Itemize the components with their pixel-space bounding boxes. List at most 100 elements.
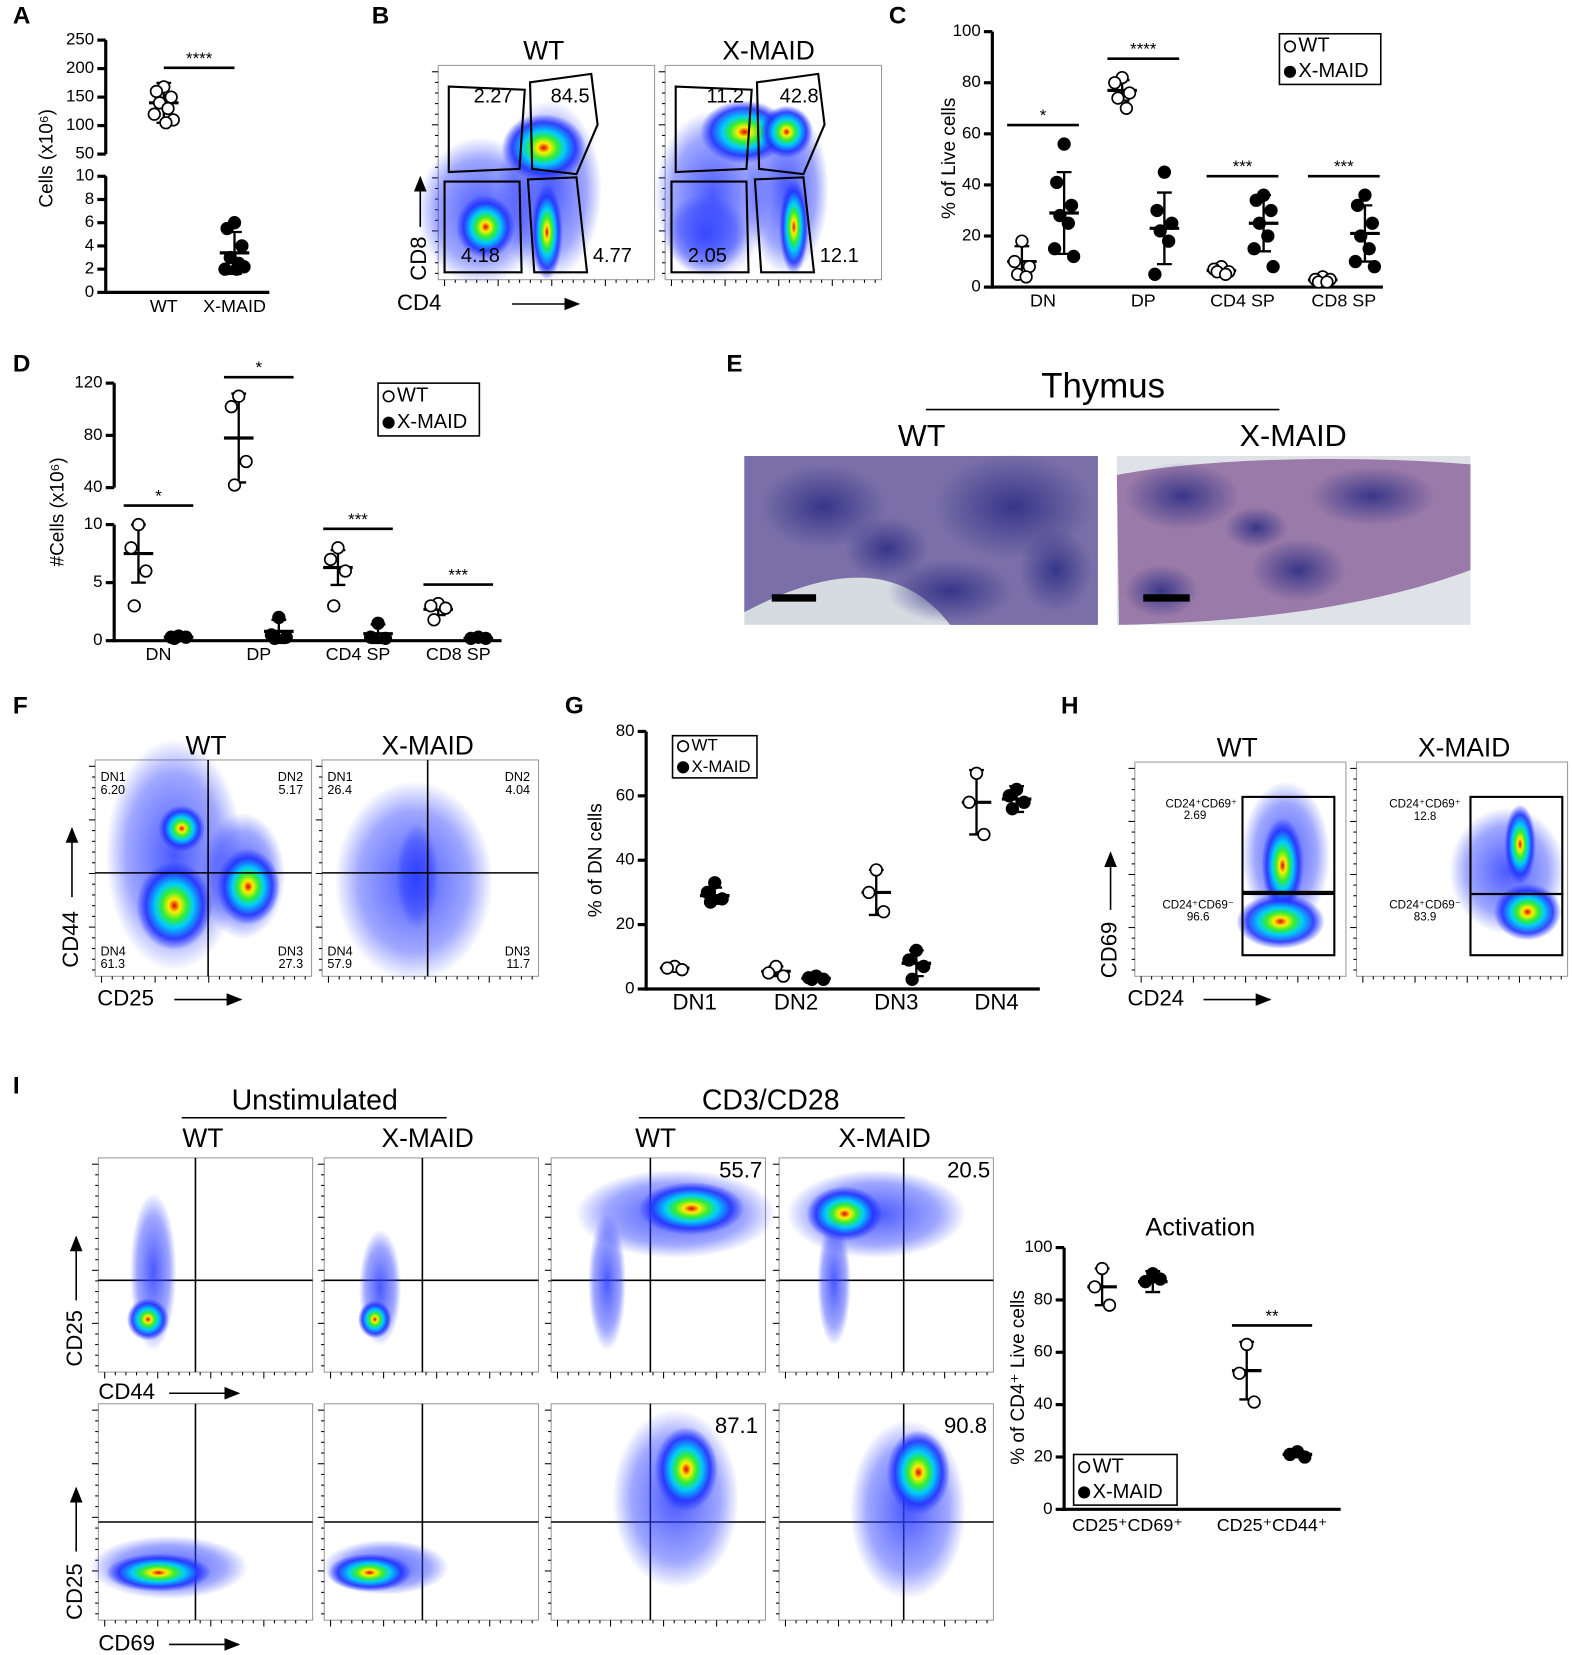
histology-title: Thymus bbox=[1041, 367, 1165, 406]
y-tick-label: 10 bbox=[75, 166, 94, 185]
y-tick-label: 100 bbox=[953, 21, 981, 40]
legend-marker bbox=[1283, 65, 1297, 78]
data-point bbox=[378, 631, 393, 646]
quadrant-value: 57.9 bbox=[327, 957, 352, 971]
scale-bar bbox=[771, 594, 817, 602]
data-point bbox=[1247, 242, 1261, 256]
gate-value: 12.8 bbox=[1414, 810, 1437, 823]
tissue-region bbox=[886, 559, 1014, 623]
quadrant-name: DN3 bbox=[278, 944, 303, 958]
data-point bbox=[1161, 234, 1176, 248]
y-tick-label: 4 bbox=[85, 235, 94, 254]
legend-box bbox=[1278, 32, 1382, 86]
y-axis-label: % of CD4⁺ Live cells bbox=[1008, 1290, 1029, 1465]
legend-label: X-MAID bbox=[692, 757, 751, 776]
panel-label: D bbox=[13, 351, 31, 378]
y-axis-label: CD44 bbox=[58, 911, 83, 968]
data-point bbox=[1283, 1447, 1297, 1462]
y-tick-label: 20 bbox=[1034, 1446, 1053, 1465]
data-point bbox=[161, 101, 175, 116]
density bbox=[105, 1553, 212, 1592]
data-point bbox=[1111, 91, 1125, 105]
gate bbox=[1241, 795, 1336, 893]
sample-title: WT bbox=[523, 36, 564, 66]
gate-value: 2.69 bbox=[1184, 809, 1207, 822]
y-tick-label: 80 bbox=[616, 721, 635, 740]
density bbox=[1504, 804, 1536, 885]
quadrant-name: DN1 bbox=[100, 770, 125, 784]
significance-label: *** bbox=[1334, 157, 1354, 176]
gate-value: 4.77 bbox=[593, 245, 632, 267]
data-point bbox=[1019, 270, 1033, 284]
quadrant-name: DN1 bbox=[327, 770, 352, 784]
sample-title: X-MAID bbox=[722, 36, 814, 66]
panel-label: A bbox=[13, 2, 31, 29]
y-axis-label: #Cells (x10⁶) bbox=[47, 457, 68, 566]
y-tick-label: 60 bbox=[616, 785, 635, 804]
data-point bbox=[761, 966, 776, 980]
quadrant-value: 11.7 bbox=[506, 957, 530, 971]
density bbox=[327, 1553, 412, 1592]
data-point bbox=[660, 961, 674, 975]
significance-label: *** bbox=[1233, 157, 1253, 176]
data-point bbox=[239, 454, 253, 469]
x-tick-label: DP bbox=[246, 644, 271, 664]
legend-label: X-MAID bbox=[1093, 1481, 1163, 1503]
gate-value: 11.2 bbox=[707, 85, 745, 107]
sample-title: X-MAID bbox=[839, 1123, 931, 1153]
x-tick-label: CD8 SP bbox=[426, 644, 491, 664]
data-point bbox=[1002, 789, 1016, 803]
panel-label: I bbox=[13, 1073, 20, 1100]
data-point bbox=[167, 631, 181, 646]
quadrant-name: DN3 bbox=[505, 944, 530, 958]
gate-value: 87.1 bbox=[715, 1413, 758, 1438]
gate-name: CD24⁺CD69⁺ bbox=[1389, 797, 1461, 810]
y-tick-label: 150 bbox=[66, 87, 94, 106]
density bbox=[456, 195, 516, 259]
x-tick-label: DN bbox=[1030, 291, 1056, 311]
data-point bbox=[876, 905, 891, 919]
y-tick-label: 80 bbox=[1034, 1289, 1053, 1308]
significance-label: * bbox=[1040, 106, 1047, 125]
data-point bbox=[1232, 1366, 1246, 1380]
data-point bbox=[816, 972, 831, 986]
data-point bbox=[902, 953, 916, 967]
data-point bbox=[218, 262, 232, 276]
x-tick-label: CD25⁺CD69⁺ bbox=[1072, 1515, 1183, 1535]
tissue-region bbox=[1308, 466, 1436, 526]
data-point bbox=[1138, 1274, 1153, 1289]
significance-label: ** bbox=[1265, 1306, 1279, 1325]
density bbox=[136, 861, 213, 950]
data-point bbox=[272, 610, 286, 625]
legend-marker bbox=[382, 416, 395, 429]
data-point bbox=[1017, 795, 1031, 809]
panel-label: F bbox=[13, 693, 28, 720]
data-point bbox=[1122, 86, 1137, 100]
tissue-region bbox=[1124, 462, 1241, 530]
significance-label: * bbox=[155, 487, 162, 506]
y-tick-label: 60 bbox=[1034, 1342, 1053, 1361]
graphics-layer bbox=[88, 64, 1569, 1627]
significance-label: **** bbox=[1130, 40, 1157, 59]
density bbox=[1261, 818, 1304, 913]
gate bbox=[1469, 892, 1564, 957]
x-tick-label: DN3 bbox=[874, 990, 918, 1015]
data-point bbox=[427, 613, 441, 627]
tissue-region bbox=[844, 517, 930, 581]
chart-title: Activation bbox=[1145, 1213, 1255, 1241]
gate bbox=[674, 85, 753, 174]
data-point bbox=[1264, 203, 1278, 218]
density bbox=[779, 179, 809, 275]
panel-label: C bbox=[889, 2, 907, 29]
significance-label: * bbox=[255, 358, 262, 377]
y-tick-label: 0 bbox=[85, 282, 94, 301]
tissue-region bbox=[1018, 527, 1093, 613]
data-point bbox=[1153, 224, 1167, 238]
data-point bbox=[1153, 1272, 1167, 1286]
data-point bbox=[776, 969, 791, 983]
y-tick-label: 0 bbox=[971, 277, 980, 296]
legend-marker bbox=[677, 761, 690, 774]
legend-box bbox=[377, 382, 481, 437]
y-tick-label: 5 bbox=[93, 572, 102, 591]
data-point bbox=[1005, 802, 1020, 816]
